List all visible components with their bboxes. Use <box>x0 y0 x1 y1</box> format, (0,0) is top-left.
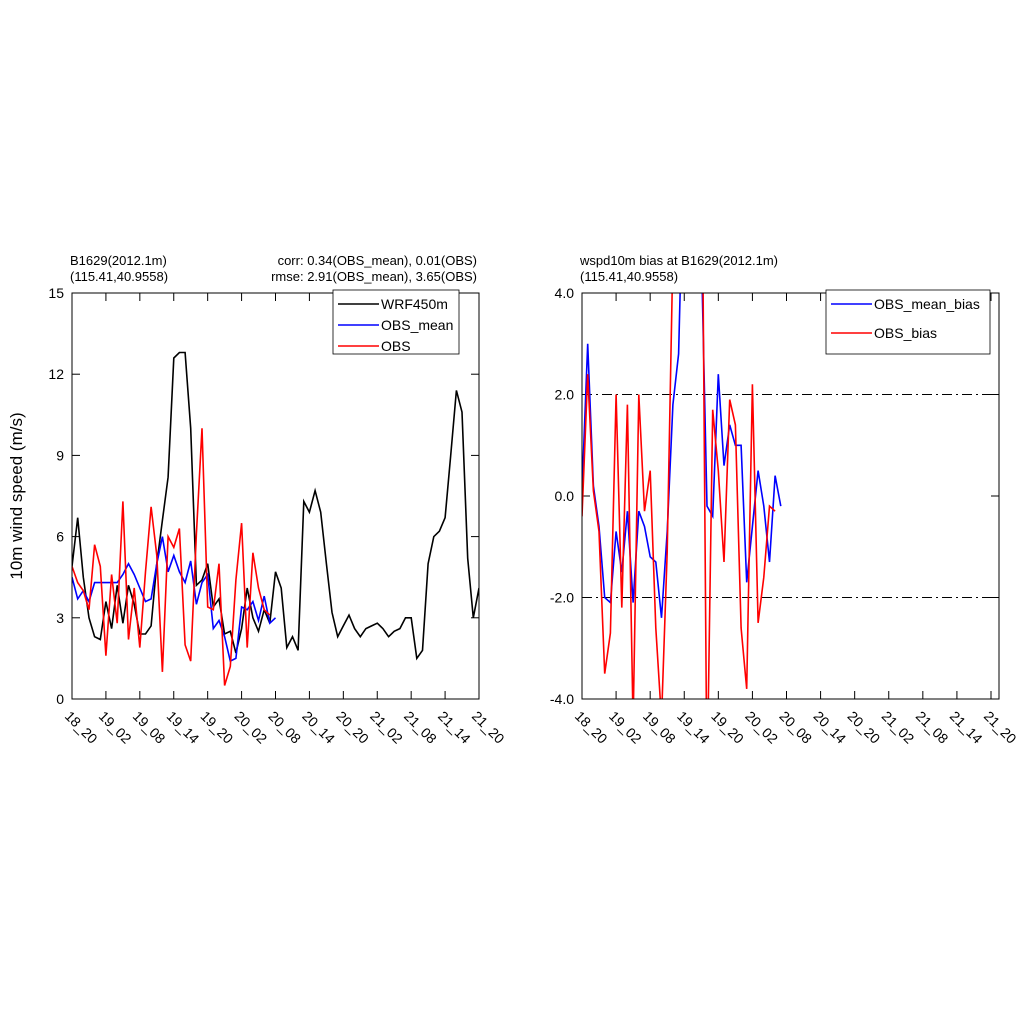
legend-label: OBS <box>381 338 411 354</box>
x-tick-label: 19_20 <box>708 708 747 747</box>
x-tick-label: 20_20 <box>845 708 884 747</box>
x-tick-label: 18_20 <box>572 708 611 747</box>
y-tick-label: 0.0 <box>555 488 575 504</box>
y-tick-label: 2.0 <box>555 387 575 403</box>
y-tick-label: -4.0 <box>550 691 574 707</box>
x-tick-label: 21_02 <box>367 708 406 747</box>
x-tick-label: 19_14 <box>674 708 713 747</box>
series-line <box>72 351 479 661</box>
chart-subtitle: (115.41,40.9558) <box>70 269 168 284</box>
y-tick-label: 12 <box>48 366 64 382</box>
series-line <box>72 536 277 663</box>
plot-area <box>582 293 782 699</box>
x-tick-label: 21_14 <box>435 708 474 747</box>
y-axis-label: 10m wind speed (m/s) <box>7 412 26 579</box>
series-line <box>582 293 776 699</box>
legend-box <box>332 289 460 355</box>
x-tick-label: 19_20 <box>198 708 237 747</box>
x-tick-label: 20_08 <box>265 708 304 747</box>
y-tick-label: 4.0 <box>555 285 575 301</box>
plot-area <box>72 351 479 686</box>
legend-label: OBS_mean_bias <box>874 296 980 312</box>
x-tick-label: 20_20 <box>333 708 372 747</box>
legend-label: WRF450m <box>381 296 448 312</box>
x-tick-label: 21_20 <box>469 708 508 747</box>
chart-subtitle: (115.41,40.9558) <box>580 269 678 284</box>
annotation: corr: 0.34(OBS_mean), 0.01(OBS) <box>278 253 477 268</box>
chart-title: B1629(2012.1m) <box>70 253 167 268</box>
x-tick-label: 19_14 <box>164 708 203 747</box>
x-tick-label: 21_08 <box>913 708 952 747</box>
plot-frame <box>71 292 480 700</box>
y-tick-label: 3 <box>56 610 64 626</box>
y-tick-label: 6 <box>56 529 64 545</box>
x-tick-label: 20_14 <box>810 708 849 747</box>
y-tick-label: 15 <box>48 285 64 301</box>
x-tick-label: 20_02 <box>742 708 781 747</box>
x-tick-label: 20_08 <box>776 708 815 747</box>
legend-box <box>825 289 991 355</box>
x-tick-label: 19_08 <box>130 708 169 747</box>
plot-frame <box>581 292 1000 700</box>
y-tick-label: 9 <box>56 447 64 463</box>
x-tick-label: 21_02 <box>879 708 918 747</box>
y-tick-label: 0 <box>56 691 64 707</box>
x-tick-label: 18_20 <box>62 708 101 747</box>
x-tick-label: 21_14 <box>947 708 986 747</box>
x-tick-label: 19_08 <box>640 708 679 747</box>
series-line <box>582 293 782 618</box>
legend-label: OBS_bias <box>874 325 937 341</box>
series-line <box>72 428 271 686</box>
x-tick-label: 20_14 <box>299 708 338 747</box>
x-tick-label: 19_02 <box>606 708 645 747</box>
x-tick-label: 21_08 <box>401 708 440 747</box>
legend-label: OBS_mean <box>381 317 453 333</box>
x-tick-label: 21_20 <box>981 708 1020 747</box>
x-tick-label: 19_02 <box>96 708 135 747</box>
y-tick-label: -2.0 <box>550 590 574 606</box>
x-tick-label: 20_02 <box>231 708 270 747</box>
annotation: rmse: 2.91(OBS_mean), 3.65(OBS) <box>271 269 477 284</box>
chart-title: wspd10m bias at B1629(2012.1m) <box>579 253 778 268</box>
